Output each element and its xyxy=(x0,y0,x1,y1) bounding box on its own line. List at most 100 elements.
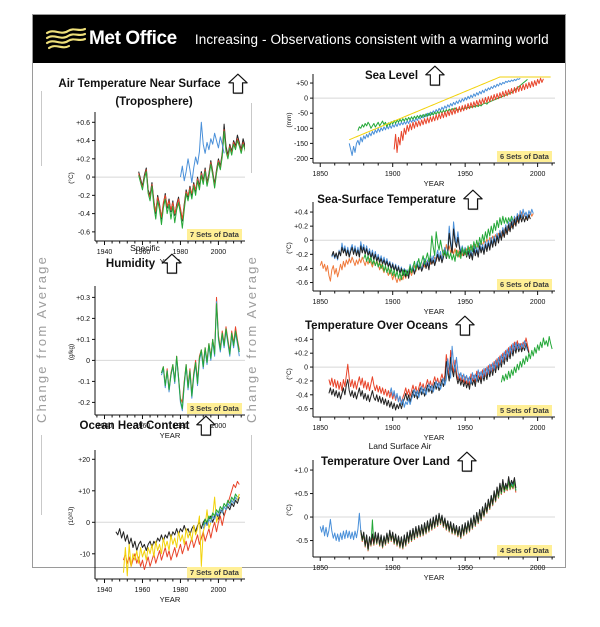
y-tick-label: -200 xyxy=(294,156,308,163)
series-group xyxy=(160,296,240,412)
y-tick-label: +0.2 xyxy=(76,156,90,163)
y-tick-label: -0.4 xyxy=(78,211,90,218)
chart-title-row: Sea-Surface Temperature xyxy=(241,189,561,212)
chart-title-row: Sea Level xyxy=(251,65,561,88)
y-tick-label: 0 xyxy=(304,515,308,522)
y-tick-label: -0.6 xyxy=(296,406,308,413)
y-tick-label: +1.0 xyxy=(294,468,308,475)
header-bar: Met Office Increasing - Observations con… xyxy=(33,15,565,63)
logo-text: Met Office xyxy=(89,28,177,49)
chart-header-specific-humidity: Specific Humidity xyxy=(51,243,251,276)
chart-title: Ocean Heat Content xyxy=(79,420,190,433)
data-series-set-3 xyxy=(138,130,245,229)
data-series-set-1 xyxy=(328,337,530,404)
x-tick-label: 1900 xyxy=(385,299,401,306)
y-axis-unit-label: (°C) xyxy=(285,504,293,515)
series-group xyxy=(115,480,240,577)
chart-title-row: Temperature Over Land xyxy=(239,451,561,474)
x-tick-label: 1980 xyxy=(173,423,189,430)
chart-header-air-temperature-near-surface: Air Temperature Near Surface (Troposphere… xyxy=(51,73,251,109)
data-series-set-2 xyxy=(123,480,240,571)
x-tick-label: 2000 xyxy=(530,565,546,572)
x-tick-label: 1940 xyxy=(97,587,113,594)
y-tick-label: -0.5 xyxy=(296,538,308,545)
y-tick-label: +0.6 xyxy=(76,120,90,127)
chart-title-row: Humidity xyxy=(39,253,251,276)
y-tick-label: -0.2 xyxy=(78,193,90,200)
y-tick-label: +50 xyxy=(296,81,308,88)
y-tick-label: -0.2 xyxy=(296,378,308,385)
x-tick-label: 1960 xyxy=(135,423,151,430)
y-tick-label: 0 xyxy=(304,96,308,103)
data-series-set-5 xyxy=(202,493,238,526)
data-series-set-2 xyxy=(328,342,530,411)
data-sets-badge: 4 Sets of Data xyxy=(497,545,552,556)
y-tick-label: -0.6 xyxy=(296,280,308,287)
left-change-from-average-label: Change from Average xyxy=(34,254,49,423)
chart-title: Sea-Surface Temperature xyxy=(317,194,456,207)
chart-plot-ocean-heat-content: +20 +10 0 -10 (10²²J) 1940 1960 1980 2000 YEAR xyxy=(68,450,245,604)
up-arrow-icon xyxy=(425,65,446,87)
x-tick-label: 1940 xyxy=(97,249,113,256)
x-axis-title: YEAR xyxy=(160,595,181,604)
chart-title-row: Temperature Over Oceans xyxy=(221,315,561,338)
x-tick-label: 1940 xyxy=(97,423,113,430)
up-arrow-icon xyxy=(457,451,478,473)
chart-plot-specific-humidity: +0.3 +0.2 +0.1 0 -0.1 -0.2 (g/kg) 1940 1960 1980 2… xyxy=(68,286,245,440)
chart-plot-air-temperature-near-surface: +0.6 +0.4 +0.2 0 -0.2 -0.4 -0.6 (°C) 1940 1960 198… xyxy=(67,112,245,266)
header-title: Increasing - Observations consistent wit… xyxy=(194,31,549,47)
y-axis-unit-label: (°C) xyxy=(285,368,293,379)
up-arrow-icon xyxy=(462,189,484,211)
y-tick-label: -10 xyxy=(80,551,90,558)
chart-header-temperature-over-oceans: Temperature Over Oceans xyxy=(261,315,561,338)
y-tick-label: -50 xyxy=(298,111,308,118)
chart-panel-6: Land Surface Air Temperature Over Land +1.… xyxy=(261,441,561,582)
x-tick-label: 2000 xyxy=(530,425,546,432)
met-office-logo: Met Office xyxy=(33,26,177,52)
data-series-set-1 xyxy=(319,478,517,551)
x-tick-label: 1900 xyxy=(385,171,401,178)
y-tick-label: -0.4 xyxy=(296,392,308,399)
data-sets-badge: 7 Sets of Data xyxy=(187,567,242,578)
x-axis-title: YEAR xyxy=(424,179,445,188)
data-sets-badge: 6 Sets of Data xyxy=(497,279,552,290)
y-tick-label: +0.3 xyxy=(76,295,90,302)
x-tick-label: 2000 xyxy=(530,299,546,306)
x-axis-title: YEAR xyxy=(160,431,181,440)
x-axis-title: YEAR xyxy=(424,307,445,316)
data-sets-badge: 6 Sets of Data xyxy=(497,151,552,162)
data-sets-badge: 3 Sets of Data xyxy=(187,403,242,414)
y-tick-label: +0.2 xyxy=(294,351,308,358)
chart-title-line2: (Troposphere) xyxy=(115,96,193,108)
up-arrow-icon xyxy=(227,73,248,95)
chart-title-row: Air Temperature Near Surface xyxy=(57,73,251,96)
y-tick-label: +0.4 xyxy=(294,337,308,344)
y-tick-label: 0 xyxy=(304,365,308,372)
y-tick-label: -0.4 xyxy=(296,266,308,273)
chart-title: Air Temperature Near Surface xyxy=(58,78,221,91)
y-tick-label: 0 xyxy=(86,358,90,365)
chart-plot-temperature-over-land: +1.0 +0.5 0 -0.5 (°C) 1850 1900 1950 2000 YEAR xyxy=(285,460,555,582)
chart-header-sea-level: Sea Level xyxy=(261,65,561,88)
y-tick-label: +10 xyxy=(78,488,90,495)
x-tick-label: 1950 xyxy=(457,171,473,178)
y-axis-unit-label: (mm) xyxy=(286,113,293,128)
x-tick-label: 1950 xyxy=(457,425,473,432)
data-series-set-4 xyxy=(363,215,514,281)
chart-panel-1: Specific Humidity +0.3 +0.2 +0.1 0 -0.1 -0.2 (g/… xyxy=(51,243,251,440)
chart-subtitle: Land Surface Air xyxy=(368,441,432,451)
data-sets-badge: 7 Sets of Data xyxy=(187,229,242,240)
chart-title: Humidity xyxy=(105,258,156,271)
x-tick-label: 1950 xyxy=(457,299,473,306)
x-tick-label: 1960 xyxy=(135,249,151,256)
x-axis-title: YEAR xyxy=(424,433,445,442)
up-arrow-icon xyxy=(196,415,217,437)
chart-header-sea-surface-temperature: Sea-Surface Temperature xyxy=(261,189,561,212)
y-axis-unit-label: (g/kg) xyxy=(68,344,75,360)
x-tick-label: 1900 xyxy=(385,565,401,572)
data-series-set-4 xyxy=(360,476,517,550)
right-axis-rule-top xyxy=(251,103,252,173)
chart-title: Sea Level xyxy=(364,70,419,83)
data-series-set-4 xyxy=(179,121,225,184)
y-tick-label: +0.4 xyxy=(294,210,308,217)
